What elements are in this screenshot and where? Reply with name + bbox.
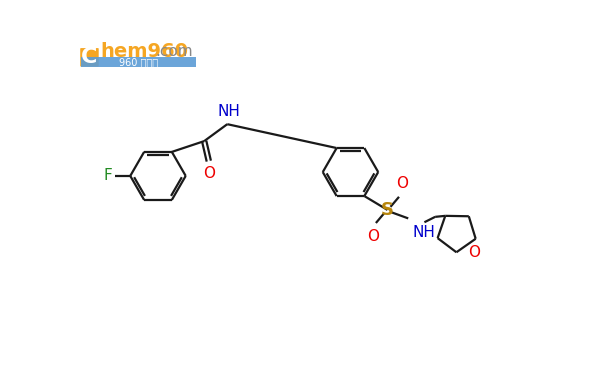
Text: .com: .com [155,44,192,59]
Text: S: S [381,201,394,219]
Text: NH: NH [217,104,240,119]
FancyBboxPatch shape [81,57,197,68]
Text: O: O [367,229,379,244]
FancyBboxPatch shape [80,48,99,66]
Text: O: O [396,176,408,190]
Text: NH: NH [413,225,436,240]
Text: C: C [81,47,97,68]
Text: 960 化工网: 960 化工网 [119,57,159,67]
Text: F: F [104,168,113,183]
Text: hem960: hem960 [100,42,188,62]
Text: O: O [468,245,480,260]
Text: O: O [203,166,215,181]
